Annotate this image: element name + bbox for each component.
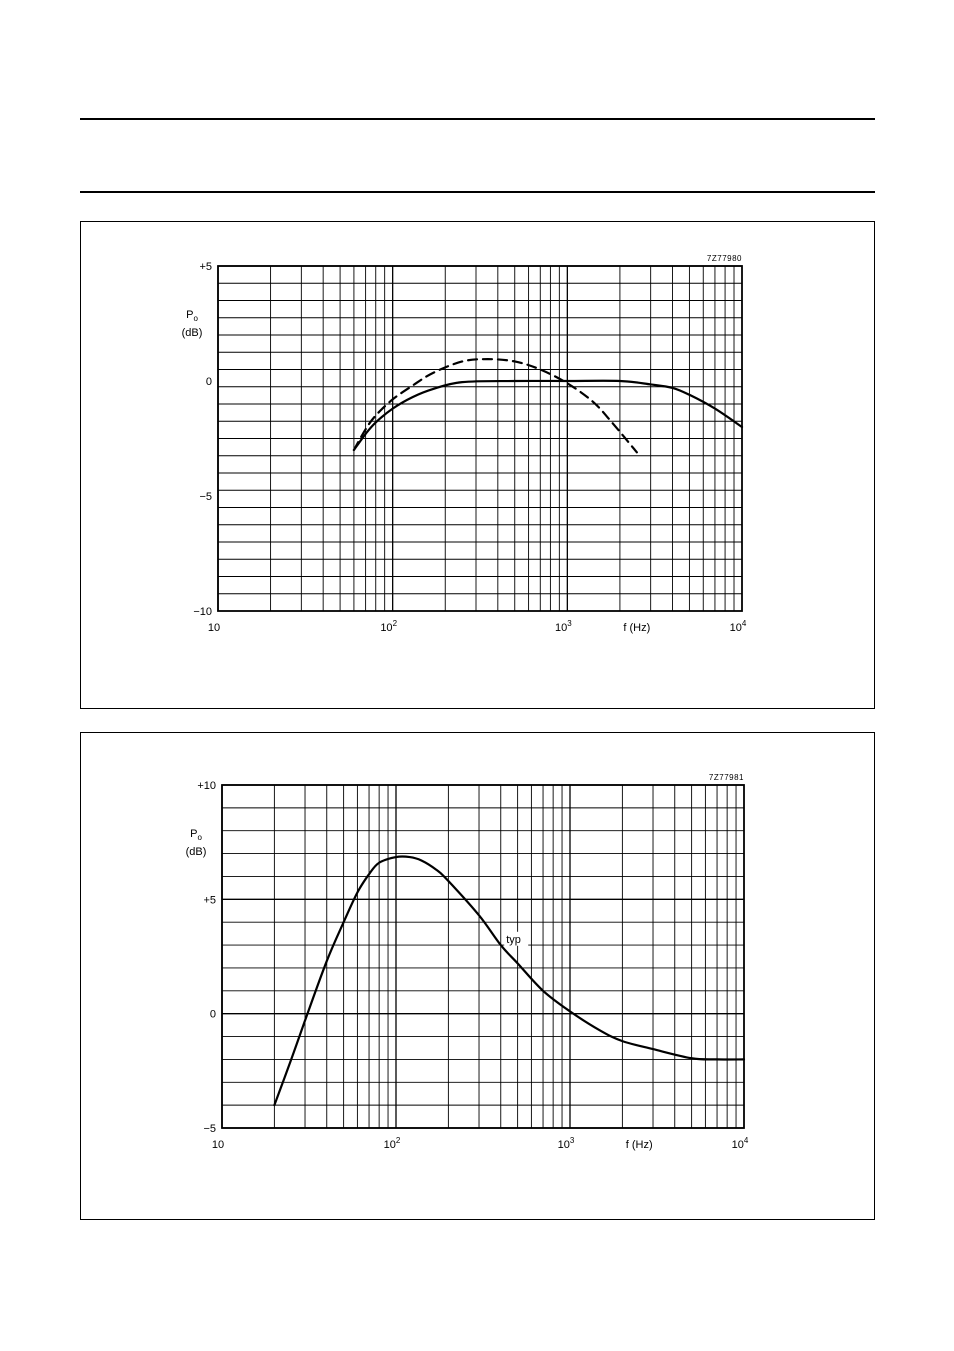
y-tick-label: −5 — [199, 491, 212, 503]
plot-frame — [217, 265, 743, 612]
x-tick-label: 103 — [555, 619, 572, 634]
grid — [217, 265, 742, 612]
series-line-solid — [352, 379, 744, 452]
y-tick-label: 0 — [210, 1009, 216, 1021]
y-tick-label: −5 — [203, 1123, 216, 1135]
x-tick-label: 104 — [732, 1136, 749, 1151]
y-tick-label: −10 — [193, 606, 212, 618]
y-axis-label: Po — [186, 309, 198, 323]
grid — [221, 784, 744, 1129]
figure-code: 7Z77980 — [707, 254, 742, 263]
x-tick-label: 102 — [380, 619, 397, 634]
header-bottom-rule — [80, 191, 875, 193]
y-tick-label: 0 — [206, 376, 212, 388]
series-line-dashed — [352, 358, 638, 454]
top-rule — [80, 118, 875, 120]
x-axis-label: f (Hz) — [626, 1139, 653, 1151]
y-axis-unit: (dB) — [186, 846, 207, 858]
frequency-response-chart-2: +10 +5 0 −5 10 102 103 104 Po (dB) f (Hz) 7Z77981 ty… — [186, 773, 749, 1151]
series-line-solid — [273, 855, 746, 1107]
figure-panel-1: +5 0 −5 −10 10 102 103 104 Po (dB) f (Hz) 7Z77980 — [80, 221, 875, 709]
y-axis-label: Po — [190, 828, 202, 842]
annotation-bg — [504, 931, 529, 946]
x-tick-label: 102 — [384, 1136, 401, 1151]
figure-code: 7Z77981 — [709, 773, 744, 782]
frequency-response-chart-1: +5 0 −5 −10 10 102 103 104 Po (dB) f (Hz) 7Z77980 — [182, 254, 747, 634]
x-tick-label: 104 — [730, 619, 747, 634]
y-tick-label: +5 — [199, 261, 212, 273]
x-tick-label: 10 — [212, 1139, 224, 1151]
y-axis-unit: (dB) — [182, 327, 203, 339]
x-tick-label: 10 — [208, 622, 220, 634]
y-tick-label: +10 — [197, 780, 216, 792]
x-tick-label: 103 — [558, 1136, 575, 1151]
curve-annotation-typ: typ — [506, 934, 521, 946]
plot-frame — [221, 784, 745, 1129]
figure-panel-2: +10 +5 0 −5 10 102 103 104 Po (dB) f (Hz) 7Z77981 ty… — [80, 732, 875, 1220]
y-tick-label: +5 — [203, 894, 216, 906]
x-axis-label: f (Hz) — [623, 622, 650, 634]
